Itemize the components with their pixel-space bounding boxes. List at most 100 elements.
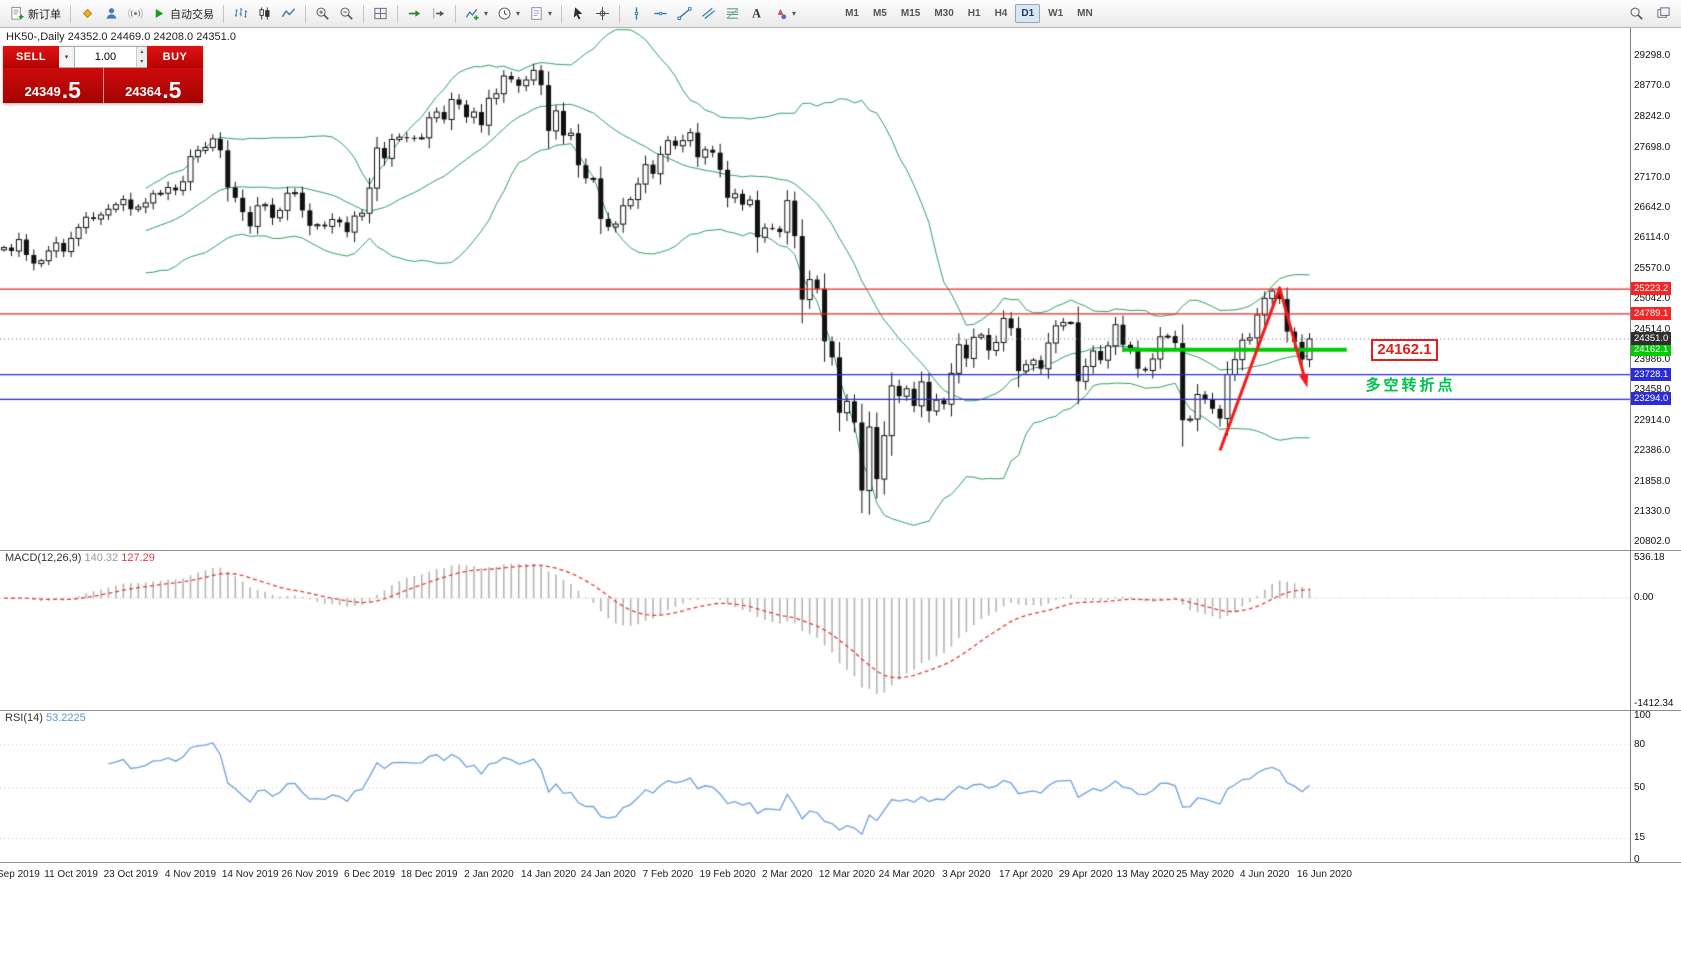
price-tick: 27170.0 xyxy=(1634,171,1671,183)
date-tick-label: 26 Nov 2019 xyxy=(281,869,339,880)
date-tick-label: 4 Jun 2020 xyxy=(1239,869,1290,880)
signals-button[interactable] xyxy=(124,3,147,25)
date-tick-label: 4 Nov 2019 xyxy=(164,869,217,880)
date-tick-label: 24 Mar 2020 xyxy=(878,869,935,880)
date-tick-label: 13 May 2020 xyxy=(1116,869,1175,880)
turning-point-annotation[interactable]: 多空转折点 xyxy=(1365,377,1456,395)
profile-button[interactable] xyxy=(100,3,123,25)
volume-up-button[interactable]: ▴ xyxy=(136,47,147,57)
volume-input[interactable] xyxy=(75,47,136,67)
window-list-button[interactable] xyxy=(1652,3,1675,25)
macd-panel-canvas[interactable] xyxy=(0,550,1630,710)
toolbar-buttons: 新订单 自动交易 ▾ ▾ ▾ A ▾ xyxy=(6,3,800,25)
price-tick: 23986.0 xyxy=(1634,353,1671,365)
price-tick: 29298.0 xyxy=(1634,50,1671,62)
chart-bars-button[interactable] xyxy=(229,3,252,25)
price-tick: 25570.0 xyxy=(1634,263,1671,275)
volume-down-button[interactable]: ▾ xyxy=(136,57,147,67)
price-tick: 22914.0 xyxy=(1634,415,1671,427)
date-tick-label: 19 Feb 2020 xyxy=(699,869,756,880)
vertical-line-button[interactable] xyxy=(625,3,648,25)
search-button[interactable] xyxy=(1625,3,1648,25)
chart-candles-button[interactable] xyxy=(253,3,276,25)
macd-panel-separator[interactable] xyxy=(0,550,1681,551)
date-tick-label: 17 Apr 2020 xyxy=(999,869,1053,880)
toolbar-separator xyxy=(397,4,398,23)
price-tick: 21858.0 xyxy=(1634,475,1671,487)
price-tick: 28770.0 xyxy=(1634,80,1671,92)
tile-windows-button[interactable] xyxy=(369,3,392,25)
chart-shift-button[interactable] xyxy=(427,3,450,25)
date-tick-label: 27 Sep 2019 xyxy=(0,869,40,880)
new-order-label: 新订单 xyxy=(28,8,61,21)
chevron-down-icon: ▾ xyxy=(484,9,489,18)
toolbar-separator xyxy=(305,4,306,23)
rsi-axis-tick: 100 xyxy=(1634,710,1651,721)
date-tick-label: 23 Oct 2019 xyxy=(103,869,159,880)
auto-trading-label: 自动交易 xyxy=(170,8,214,21)
timeframe-mn-button[interactable]: MN xyxy=(1071,4,1099,23)
timeframe-h4-button[interactable]: H4 xyxy=(989,4,1014,23)
price-tick: 26642.0 xyxy=(1634,201,1671,213)
text-button[interactable]: A xyxy=(745,3,768,25)
price-axis[interactable]: 29298.0 28770.0 28242.0 27698.0 27170.0 26642… xyxy=(1630,28,1681,865)
fibonacci-button[interactable] xyxy=(721,3,744,25)
market-watch-button[interactable] xyxy=(76,3,99,25)
timeframe-m5-button[interactable]: M5 xyxy=(867,4,893,23)
arrows-button[interactable]: ▾ xyxy=(769,3,800,25)
templates-button[interactable]: ▾ xyxy=(525,3,556,25)
horizontal-line-button[interactable] xyxy=(649,3,672,25)
timeframe-m15-button[interactable]: M15 xyxy=(895,4,926,23)
trendline-button[interactable] xyxy=(673,3,696,25)
main-chart-canvas[interactable] xyxy=(0,28,1630,550)
price-level-annotation[interactable]: 24162.1 xyxy=(1371,338,1438,361)
date-tick-label: 24 Jan 2020 xyxy=(580,869,636,880)
toolbar-separator xyxy=(619,4,621,23)
sell-button[interactable]: SELL xyxy=(3,46,59,68)
timeframe-m30-button[interactable]: M30 xyxy=(928,4,959,23)
svg-text:A: A xyxy=(752,7,761,21)
chart-line-button[interactable] xyxy=(277,3,300,25)
price-tick: 27698.0 xyxy=(1634,141,1671,153)
date-tick-label: 29 Apr 2020 xyxy=(1058,869,1113,880)
macd-label: MACD(12,26,9) 140.32 127.29 xyxy=(5,552,155,564)
timeframe-d1-button[interactable]: D1 xyxy=(1015,4,1041,23)
rsi-panel-separator[interactable] xyxy=(0,710,1681,711)
price-tick: 24514.0 xyxy=(1634,323,1671,335)
crosshair-button[interactable] xyxy=(591,3,614,25)
price-marker-label: 23294.0 xyxy=(1631,392,1672,406)
price-axis-border xyxy=(1630,28,1631,862)
cursor-button[interactable] xyxy=(567,3,590,25)
date-tick-label: 12 Mar 2020 xyxy=(818,869,876,880)
new-order-button[interactable]: 新订单 xyxy=(6,3,65,25)
zoom-out-button[interactable] xyxy=(335,3,358,25)
chevron-down-icon: ▾ xyxy=(516,9,521,18)
date-tick-label: 16 Jun 2020 xyxy=(1296,869,1352,880)
auto-trading-button[interactable]: 自动交易 xyxy=(148,3,218,25)
time-axis[interactable]: 27 Sep 2019 11 Oct 2019 23 Oct 2019 4 Nov 2… xyxy=(0,862,1630,888)
periods-button[interactable]: ▾ xyxy=(493,3,524,25)
price-marker-label: 25223.2 xyxy=(1631,282,1672,296)
chevron-down-icon: ▾ xyxy=(792,9,797,18)
order-options-dropdown[interactable]: ▾ xyxy=(59,46,75,68)
buy-button[interactable]: BUY xyxy=(147,46,203,68)
indicators-button[interactable]: ▾ xyxy=(461,3,492,25)
date-tick-label: 2 Mar 2020 xyxy=(762,869,813,880)
time-axis-separator xyxy=(0,862,1681,863)
timeframe-h1-button[interactable]: H1 xyxy=(962,4,987,23)
date-tick-label: 11 Oct 2019 xyxy=(44,869,98,880)
auto-scroll-button[interactable] xyxy=(403,3,426,25)
channel-button[interactable] xyxy=(697,3,720,25)
current-price-label: 24351.0 xyxy=(1631,331,1672,345)
rsi-axis-tick: 50 xyxy=(1634,782,1646,793)
rsi-panel-canvas[interactable] xyxy=(0,710,1630,862)
chart-ohlc-info: HK50-,Daily 24352.0 24469.0 24208.0 2435… xyxy=(6,31,236,43)
price-tick: 23458.0 xyxy=(1634,384,1671,396)
sell-price[interactable]: 24349.5 xyxy=(3,68,104,103)
buy-price[interactable]: 24364.5 xyxy=(103,68,203,103)
timeframe-m1-button[interactable]: M1 xyxy=(839,4,865,23)
zoom-in-button[interactable] xyxy=(311,3,334,25)
timeframe-w1-button[interactable]: W1 xyxy=(1042,4,1069,23)
rsi-axis-tick: 15 xyxy=(1634,832,1646,844)
